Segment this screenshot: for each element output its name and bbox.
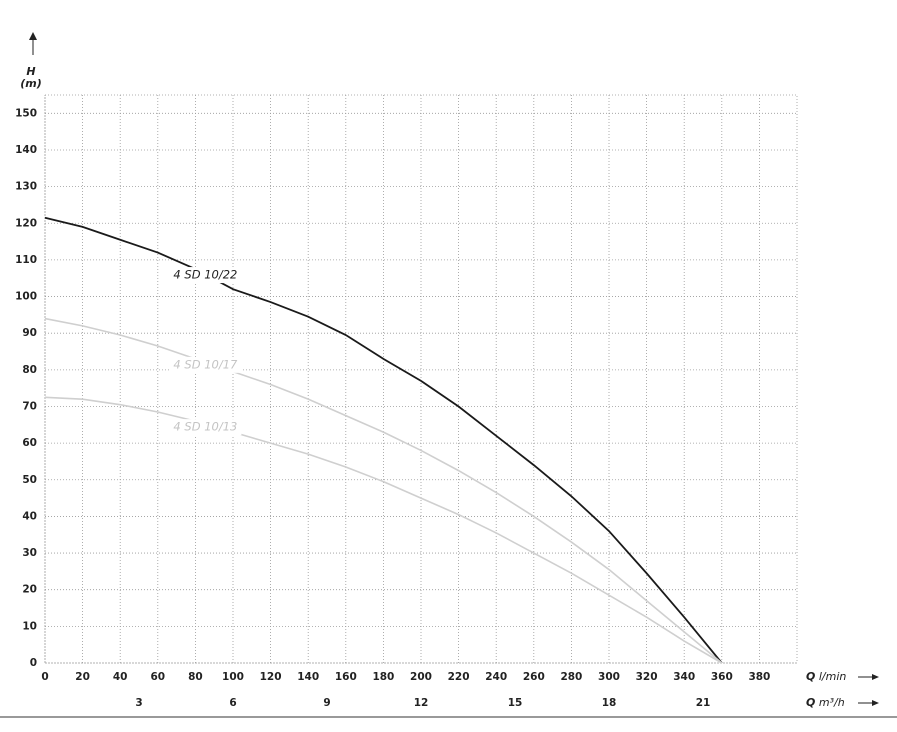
y-tick-label: 60: [22, 437, 37, 449]
x2-tick-label: 3: [135, 697, 142, 709]
y-tick-label: 0: [30, 657, 37, 669]
y-tick-label: 100: [15, 291, 37, 303]
y-tick-label: 130: [15, 181, 37, 193]
x-tick-label: 120: [260, 671, 282, 683]
curve-label-bg: [169, 419, 242, 436]
x-tick-label: 200: [410, 671, 432, 683]
x2-tick-label: 21: [696, 697, 711, 709]
x-tick-label: 300: [598, 671, 620, 683]
x-tick-label: 180: [372, 671, 394, 683]
y-tick-label: 20: [22, 584, 37, 596]
x-tick-label: 380: [748, 671, 770, 683]
x-tick-label: 360: [711, 671, 733, 683]
x-tick-label: 160: [335, 671, 357, 683]
y-unit: (m): [20, 77, 42, 90]
x-label: Q: [806, 670, 815, 683]
x-tick-label: 280: [560, 671, 582, 683]
x-tick-label: 80: [188, 671, 203, 683]
x-tick-label: 0: [41, 671, 48, 683]
x-tick-label: 100: [222, 671, 244, 683]
curve-label: 4 SD 10/17: [173, 357, 238, 371]
y-tick-label: 90: [22, 327, 37, 339]
y-tick-label: 70: [22, 400, 37, 412]
x2-label: Q: [806, 696, 815, 709]
y-tick-label: 30: [22, 547, 37, 559]
y-label: H: [26, 65, 35, 78]
plot-frame: [44, 94, 798, 664]
x2-tick-label: 15: [508, 697, 523, 709]
curve: [44, 396, 723, 664]
x-tick-label: 140: [297, 671, 319, 683]
x2-unit: m³/h: [819, 696, 845, 709]
x-tick-label: 220: [448, 671, 470, 683]
y-tick-label: 120: [15, 217, 37, 229]
x2-tick-label: 12: [414, 697, 429, 709]
y-tick-label: 10: [22, 620, 37, 632]
y-tick-label: 50: [22, 474, 37, 486]
x-tick-label: 240: [485, 671, 507, 683]
curve: [44, 317, 723, 664]
curve-label-bg: [169, 267, 242, 284]
x-tick-label: 20: [75, 671, 90, 683]
y-tick-label: 80: [22, 364, 37, 376]
curve-label: 4 SD 10/13: [173, 420, 237, 434]
y-tick-label: 140: [15, 144, 37, 156]
x-arrow-head: [872, 674, 879, 680]
x2-axis-label: Q m³/h: [806, 696, 845, 709]
x-tick-label: 60: [150, 671, 165, 683]
x-axis-label: Q l/min: [806, 670, 846, 683]
y-arrow-head: [29, 32, 37, 40]
x2-arrow-head: [872, 700, 879, 706]
x2-tick-label: 6: [229, 697, 236, 709]
curve-label: 4 SD 10/22: [173, 268, 237, 282]
x-tick-label: 320: [636, 671, 658, 683]
x-unit: l/min: [819, 670, 847, 683]
curve: [44, 216, 723, 664]
x2-tick-label: 9: [323, 697, 330, 709]
x-tick-label: 340: [673, 671, 695, 683]
x-tick-label: 260: [523, 671, 545, 683]
y-tick-label: 150: [15, 107, 37, 119]
x-tick-label: 40: [113, 671, 128, 683]
y-tick-label: 110: [15, 254, 37, 266]
curve-label-bg: [169, 356, 242, 373]
x2-tick-label: 18: [602, 697, 617, 709]
y-tick-label: 40: [22, 510, 37, 522]
